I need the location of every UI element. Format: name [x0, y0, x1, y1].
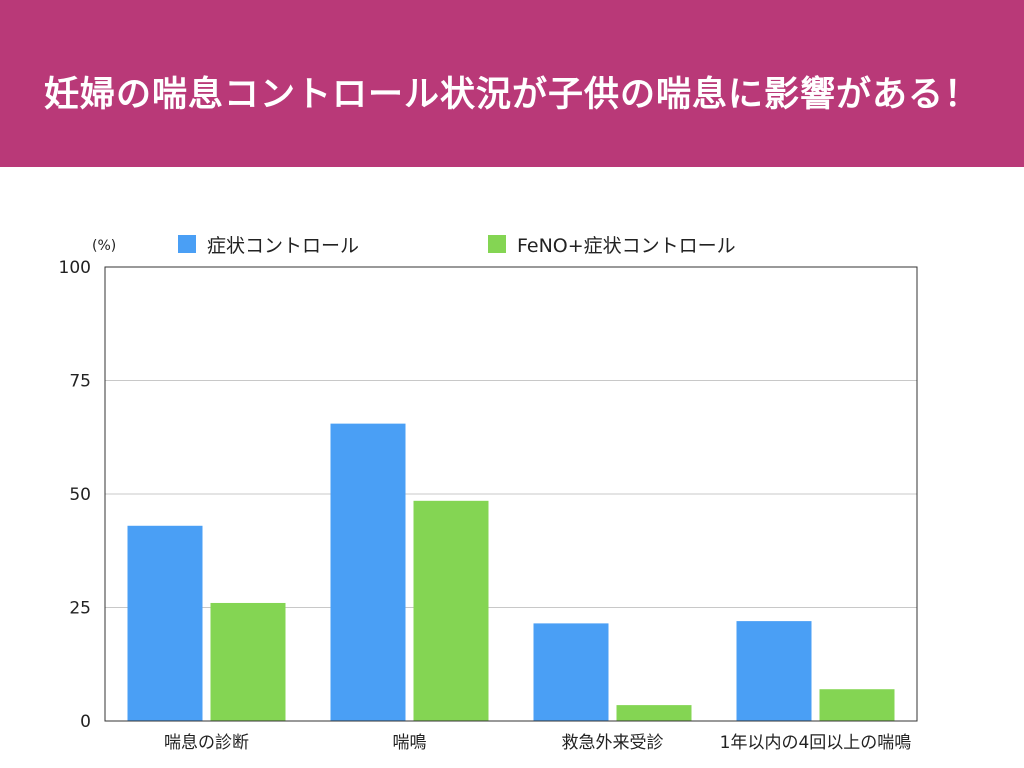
- legend-swatch: [488, 235, 506, 253]
- bar: [210, 602, 286, 721]
- x-category-label: 喘鳴: [393, 733, 427, 753]
- legend: 症状コントロール FeNO+症状コントロール: [178, 235, 736, 257]
- x-axis-labels: 喘息の診断 喘鳴 救急外来受診 1年以内の4回以上の喘鳴: [164, 733, 911, 753]
- bar: [736, 621, 812, 721]
- legend-label: FeNO+症状コントロール: [517, 235, 736, 257]
- y-axis-ticks: 0 25 50 75 100: [59, 258, 91, 732]
- bar: [616, 705, 692, 721]
- bar: [330, 423, 406, 721]
- bar: [533, 623, 609, 721]
- y-tick-label: 25: [69, 599, 91, 619]
- title-banner: 妊婦の喘息コントロール状況が子供の喘息に影響がある！: [0, 0, 1024, 167]
- y-tick-label: 75: [69, 372, 91, 392]
- x-category-label: 1年以内の4回以上の喘鳴: [720, 733, 912, 753]
- legend-swatch: [178, 235, 196, 253]
- y-unit-label: (%): [92, 238, 116, 254]
- y-tick-label: 0: [80, 712, 91, 732]
- bars: [127, 423, 895, 721]
- bar: [819, 689, 895, 721]
- legend-label: 症状コントロール: [207, 235, 359, 257]
- x-category-label: 救急外来受診: [562, 733, 664, 753]
- plot-frame: [104, 266, 918, 722]
- bar: [413, 500, 489, 721]
- gridlines: [105, 380, 917, 608]
- y-tick-label: 100: [59, 258, 91, 278]
- y-tick-label: 50: [69, 485, 91, 505]
- bar: [127, 525, 203, 721]
- slide-title: 妊婦の喘息コントロール状況が子供の喘息に影響がある！: [43, 75, 980, 115]
- x-category-label: 喘息の診断: [164, 733, 249, 753]
